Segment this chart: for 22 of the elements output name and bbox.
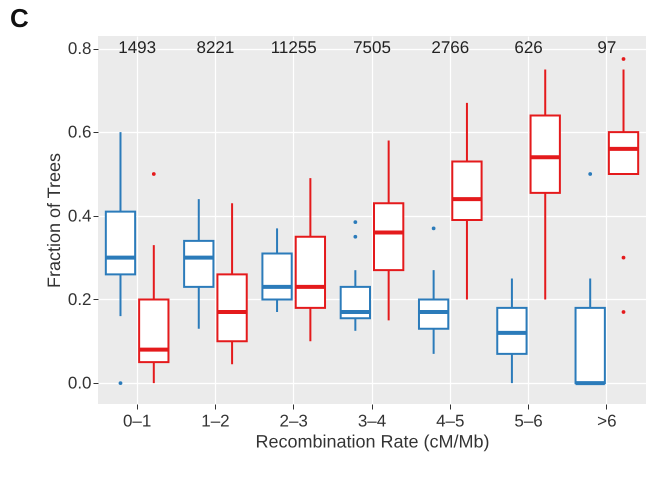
annotation: 11255: [270, 38, 317, 57]
x-tick-label: 3–4: [358, 412, 386, 430]
y-axis-title: Fraction of Trees: [44, 152, 64, 288]
x-tick-label: 5–6: [514, 412, 543, 430]
y-tick-label: 0.8: [68, 39, 92, 58]
annotation: 626: [514, 38, 543, 57]
x-tick-label: 4–5: [436, 412, 464, 430]
y-tick-label: 0.4: [68, 206, 92, 226]
y-tick-label: 0.0: [68, 374, 92, 393]
annotation: 1493: [118, 38, 156, 57]
y-tick-label: 0.6: [68, 122, 92, 142]
x-tick-label: 2–3: [280, 412, 308, 430]
x-tick-label: >6: [597, 412, 617, 430]
annotation: 8221: [196, 38, 234, 57]
annotation: 7505: [353, 38, 391, 57]
y-tick-label: 0.2: [68, 290, 92, 309]
x-tick-label: 1–2: [201, 412, 230, 430]
x-axis-title: Recombination Rate (cM/Mb): [255, 432, 490, 452]
annotation: 97: [597, 38, 616, 57]
annotation: 2766: [431, 38, 470, 57]
x-tick-label: 0–1: [122, 412, 152, 430]
chart-title: C: [10, 3, 29, 33]
